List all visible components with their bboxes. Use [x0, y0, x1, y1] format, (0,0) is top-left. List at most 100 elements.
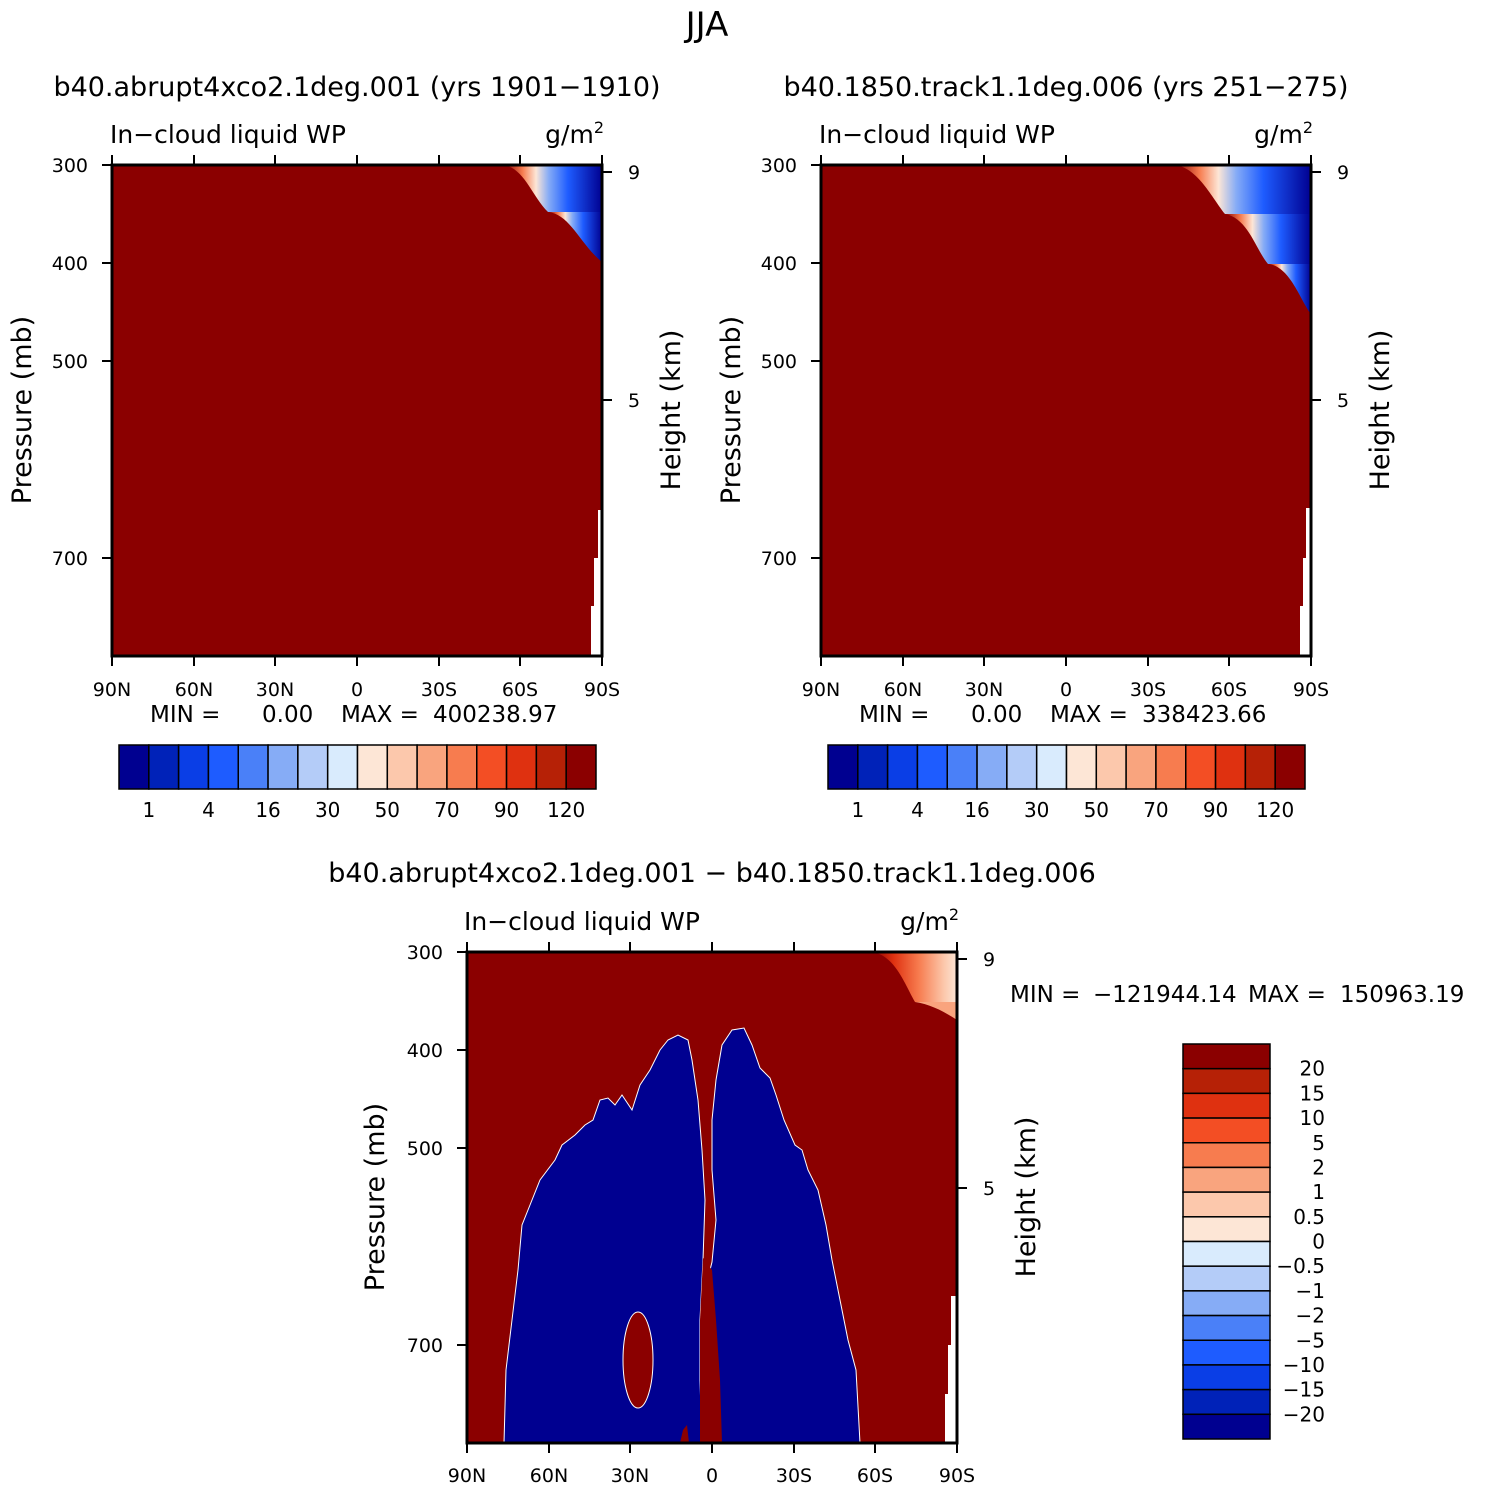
colorbar-swatch	[565, 744, 597, 790]
y-tick-label: 400	[761, 253, 797, 275]
panel-1-minmax: MIN = 0.00 MAX = 400238.97	[150, 702, 557, 728]
colorbar-label: 120	[1256, 798, 1294, 822]
panel-1-upper-step-edge	[548, 212, 602, 262]
panel-3-variable: In−cloud liquid WP	[464, 907, 700, 936]
panel-3-positive-pocket	[622, 1311, 654, 1409]
y-tick-label: 700	[52, 548, 88, 570]
panel-1-units: g/m2	[545, 118, 604, 149]
y-tick-label: 500	[407, 1138, 443, 1160]
y-tick-label: 700	[761, 548, 797, 570]
y-axis-label: Pressure (mb)	[360, 1103, 391, 1291]
panel-3-y2-axis: 9 5 Height (km)	[957, 949, 1042, 1277]
colorbar-swatch	[916, 744, 948, 790]
min-value: 0.00	[262, 702, 313, 728]
panel-2-colorbar: 1 4 16 30 50 70 90 120	[827, 744, 1306, 822]
panel-1-field	[112, 165, 602, 656]
panel-2-high-cloud-edge	[1175, 165, 1311, 214]
colorbar-label: 30	[1024, 798, 1049, 822]
x-tick-label: 30S	[421, 679, 457, 701]
colorbar-label: 10	[1300, 1106, 1325, 1130]
colorbar-swatch	[1185, 744, 1217, 790]
y2-tick-label: 5	[1337, 390, 1349, 412]
colorbar-swatch	[1182, 1117, 1271, 1144]
colorbar-swatch	[886, 744, 919, 790]
colorbar-swatch	[326, 744, 359, 790]
colorbar-label: −5	[1296, 1328, 1325, 1352]
panel-1-missing-data	[591, 606, 602, 656]
colorbar-swatch	[1182, 1413, 1271, 1440]
colorbar-label: 90	[494, 798, 519, 822]
panel-3-step-warm	[915, 1002, 957, 1020]
colorbar-swatch	[1065, 744, 1098, 790]
panel-3-plot-area	[467, 952, 957, 1443]
panel-3-negative-region-south	[704, 1027, 861, 1443]
colorbar-label: 0.5	[1293, 1205, 1325, 1229]
panel-2-missing-data	[1300, 606, 1311, 656]
y-tick-label: 400	[407, 1040, 443, 1062]
y-tick-label: 500	[52, 351, 88, 373]
x-tick-label: 90S	[1293, 679, 1329, 701]
colorbar-swatch	[267, 744, 299, 790]
x-tick-label: 60S	[857, 1465, 893, 1487]
colorbar-swatch	[1155, 744, 1187, 790]
panel-3-minmax: MIN = −121944.14 MAX = 150963.19	[1010, 982, 1464, 1008]
colorbar-swatch	[1182, 1043, 1271, 1070]
colorbar-label: 1	[142, 798, 155, 822]
colorbar-label: 70	[1143, 798, 1168, 822]
min-value: 0.00	[971, 702, 1022, 728]
panel-2-title: b40.1850.track1.1deg.006 (yrs 251−275)	[783, 72, 1348, 103]
colorbar-label: 30	[315, 798, 340, 822]
x-tick-label: 30N	[611, 1465, 649, 1487]
panel-2-lower-step-edge	[1268, 264, 1311, 314]
colorbar-swatch	[976, 744, 1008, 790]
colorbar-swatch	[946, 744, 978, 790]
min-label: MIN =	[150, 702, 220, 728]
colorbar-label: 16	[255, 798, 280, 822]
colorbar-label: 20	[1300, 1057, 1325, 1081]
panel-2-y-axis: 300 400 500 700 Pressure (mb)	[716, 155, 821, 570]
panel-3-title: b40.abrupt4xco2.1deg.001 − b40.1850.trac…	[328, 858, 1096, 889]
colorbar-label: 1	[1312, 1180, 1325, 1204]
min-label: MIN =	[859, 702, 929, 728]
max-value: 150963.19	[1340, 982, 1464, 1008]
y-axis-label: Pressure (mb)	[7, 316, 38, 504]
colorbar-swatch	[148, 744, 180, 790]
colorbar-label: 16	[964, 798, 989, 822]
colorbar-swatch	[1182, 1240, 1271, 1267]
y2-tick-label: 9	[628, 162, 640, 184]
x-tick-label: 60S	[1211, 679, 1247, 701]
panel-2-minmax: MIN = 0.00 MAX = 338423.66	[859, 702, 1266, 728]
colorbar-swatch	[1182, 1092, 1271, 1119]
colorbar-swatch	[177, 744, 210, 790]
y2-tick-label: 5	[628, 390, 640, 412]
colorbar-swatch	[1182, 1067, 1271, 1095]
x-tick-label: 60N	[175, 679, 213, 701]
panel-2-field	[821, 165, 1311, 656]
colorbar-swatch	[857, 744, 889, 790]
x-tick-label: 30N	[965, 679, 1003, 701]
min-label: MIN =	[1010, 982, 1080, 1008]
colorbar-swatch	[1244, 744, 1276, 790]
page-title: JJA	[684, 5, 729, 45]
max-label: MAX =	[1050, 702, 1128, 728]
colorbar-label: 70	[434, 798, 459, 822]
y-tick-label: 300	[761, 155, 797, 177]
panel-1-y-axis: 300 400 500 700 Pressure (mb)	[7, 155, 112, 570]
panel-1-colorbar: 1 4 16 30 50 70 90 120	[118, 744, 597, 822]
colorbar-label: −2	[1296, 1304, 1325, 1328]
y-axis-label: Pressure (mb)	[716, 316, 747, 504]
y2-tick-label: 5	[983, 1178, 995, 1200]
panel-3-missing-data	[945, 1394, 957, 1443]
y-tick-label: 300	[52, 155, 88, 177]
colorbar-label: 50	[1084, 798, 1109, 822]
colorbar-swatch	[1035, 744, 1068, 790]
x-tick-label: 90N	[448, 1465, 486, 1487]
panel-1-variable: In−cloud liquid WP	[110, 120, 346, 149]
panel-3-negative-region-north	[503, 1034, 706, 1443]
x-tick-label: 30S	[776, 1465, 812, 1487]
x-tick-label: 30N	[256, 679, 294, 701]
y-tick-label: 300	[407, 942, 443, 964]
y-tick-label: 700	[407, 1335, 443, 1357]
x-tick-label: 0	[351, 679, 363, 701]
colorbar-label: 120	[547, 798, 585, 822]
